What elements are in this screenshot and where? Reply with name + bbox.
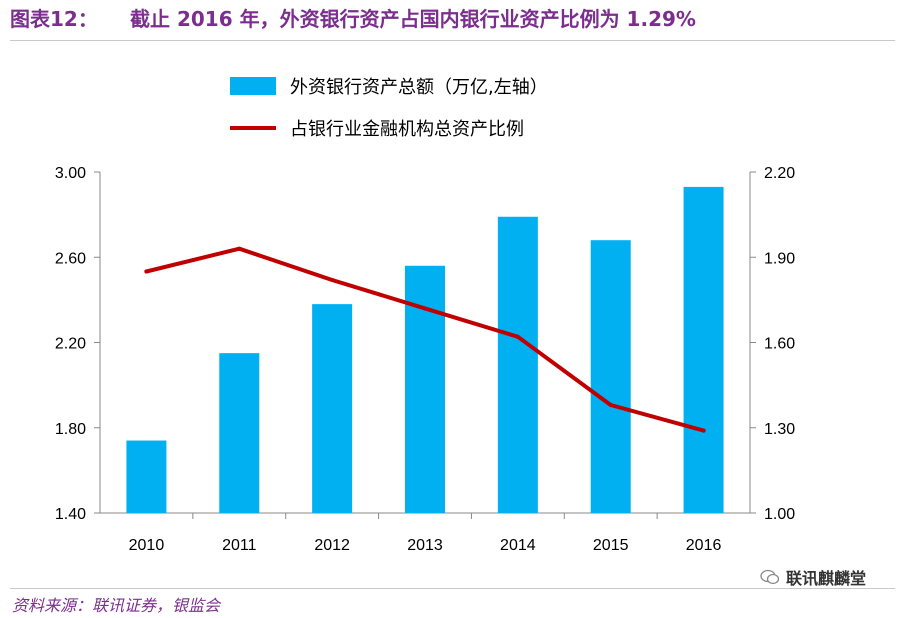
right-tick-label: 1.90 <box>764 250 795 267</box>
right-tick-label: 1.00 <box>764 506 795 523</box>
legend: 外资银行资产总额（万亿,左轴） 占银行业金融机构总资产比例 <box>230 77 548 140</box>
line-point-2013 <box>423 306 427 311</box>
legend-line-label: 占银行业金融机构总资产比例 <box>290 119 524 140</box>
x-tick-label: 2014 <box>500 537 536 554</box>
watermark: 联讯麒麟堂 <box>760 565 866 589</box>
line-point-2014 <box>515 334 520 339</box>
legend-bar-label: 外资银行资产总额（万亿,左轴） <box>290 77 548 98</box>
bar-2016 <box>683 186 724 513</box>
right-tick-label: 2.20 <box>764 165 795 182</box>
bar-2011 <box>219 353 260 513</box>
x-tick-label: 2012 <box>314 537 350 554</box>
top-divider <box>10 40 895 41</box>
left-tick-label: 1.80 <box>55 421 86 438</box>
watermark-text: 联讯麒麟堂 <box>786 569 867 588</box>
source-note: 资料来源：联讯证券，银监会 <box>12 596 221 615</box>
right-tick-label: 1.30 <box>764 421 795 438</box>
left-tick-label: 2.60 <box>55 250 86 267</box>
x-tick-label: 2010 <box>129 537 165 554</box>
figure-label: 图表12： <box>10 7 98 31</box>
x-tick-label: 2016 <box>686 537 722 554</box>
x-tick-label: 2011 <box>222 537 257 554</box>
right-tick-label: 1.60 <box>764 336 795 353</box>
bar-2014 <box>497 216 538 513</box>
bar-series <box>126 186 724 513</box>
left-tick-label: 3.00 <box>55 165 86 182</box>
bar-2010 <box>126 440 167 513</box>
line-series <box>144 246 706 433</box>
header: 图表12： 截止 2016 年，外资银行资产占国内银行业资产比例为 1.29% <box>0 0 917 38</box>
wechat-icon <box>760 569 780 585</box>
bar-2012 <box>312 304 353 513</box>
x-tick-label: 2013 <box>407 537 443 554</box>
left-tick-label: 1.40 <box>55 506 86 523</box>
figure-title: 截止 2016 年，外资银行资产占国内银行业资产比例为 1.29% <box>130 7 696 31</box>
left-tick-label: 2.20 <box>55 336 86 353</box>
x-tick-label: 2015 <box>593 537 629 554</box>
line-point-2016 <box>701 428 706 433</box>
bottom-divider <box>10 588 895 589</box>
bar-2015 <box>590 240 631 513</box>
axes: 1.40 1.80 2.20 2.60 3.00 1.00 1.30 1.60 1.90 2.20… <box>55 165 795 554</box>
line-point-2012 <box>330 277 335 282</box>
line-point-2015 <box>608 403 613 408</box>
line-point-2011 <box>237 246 242 251</box>
line-point-2010 <box>144 269 149 274</box>
legend-bar-swatch <box>230 77 276 95</box>
